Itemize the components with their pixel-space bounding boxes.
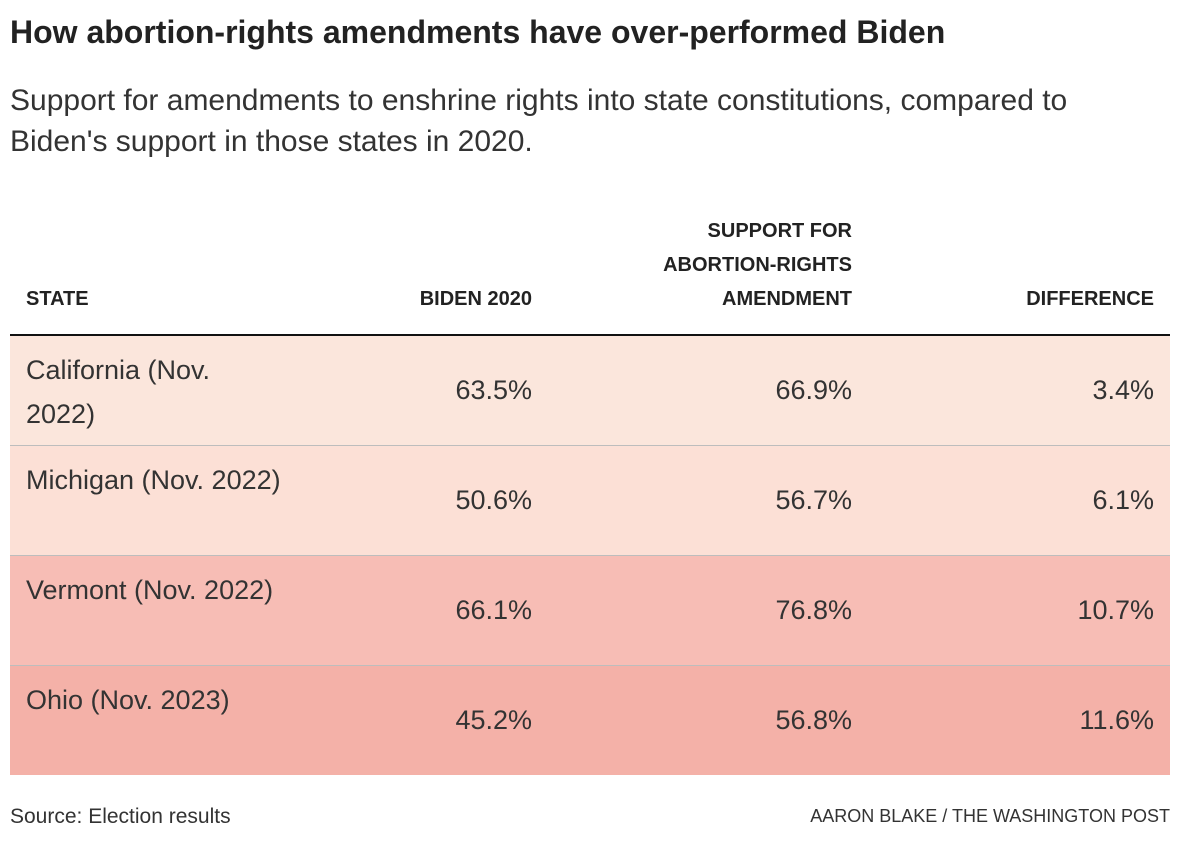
difference-cell: 3.4%	[1092, 375, 1154, 405]
difference-cell: 11.6%	[1079, 705, 1154, 735]
state-cell: Michigan (Nov. 2022)	[26, 465, 281, 495]
column-header-amendment-support: SUPPORT FOR ABORTION-RIGHTS AMENDMENT	[663, 220, 852, 310]
source-note: Source: Election results	[10, 805, 231, 828]
biden-2020-cell: 66.1%	[455, 595, 532, 625]
table-row: Vermont (Nov. 2022) 66.1% 76.8% 10.7%	[10, 556, 1170, 666]
amendment-support-cell: 56.7%	[775, 485, 852, 515]
difference-cell: 6.1%	[1092, 485, 1154, 515]
column-header-biden-2020: BIDEN 2020	[419, 288, 532, 310]
table-header: STATE BIDEN 2020 SUPPORT FOR ABORTION-RI…	[10, 216, 1170, 336]
amendment-support-cell: 56.8%	[775, 705, 852, 735]
biden-2020-cell: 45.2%	[455, 705, 532, 735]
state-cell: Ohio (Nov. 2023)	[26, 685, 230, 715]
biden-2020-cell: 50.6%	[455, 485, 532, 515]
table-row: Michigan (Nov. 2022) 50.6% 56.7% 6.1%	[10, 446, 1170, 556]
state-cell: California (Nov. 2022)	[26, 355, 211, 429]
chart-title: How abortion-rights amendments have over…	[10, 14, 946, 50]
table-body: California (Nov. 2022) 63.5% 66.9% 3.4% Mich…	[10, 336, 1170, 775]
credit-line: AARON BLAKE / THE WASHINGTON POST	[810, 806, 1170, 826]
state-cell: Vermont (Nov. 2022)	[26, 575, 274, 605]
results-table: STATE BIDEN 2020 SUPPORT FOR ABORTION-RI…	[10, 216, 1170, 775]
amendment-support-cell: 76.8%	[775, 595, 852, 625]
table-row: Ohio (Nov. 2023) 45.2% 56.8% 11.6%	[10, 666, 1170, 775]
column-header-difference: DIFFERENCE	[1026, 288, 1154, 310]
difference-cell: 10.7%	[1077, 595, 1154, 625]
column-header-state: STATE	[26, 288, 89, 310]
table-row: California (Nov. 2022) 63.5% 66.9% 3.4%	[10, 336, 1170, 446]
biden-2020-cell: 63.5%	[455, 375, 532, 405]
chart-subtitle: Support for amendments to enshrine right…	[10, 84, 1068, 158]
amendment-support-cell: 66.9%	[775, 375, 852, 405]
